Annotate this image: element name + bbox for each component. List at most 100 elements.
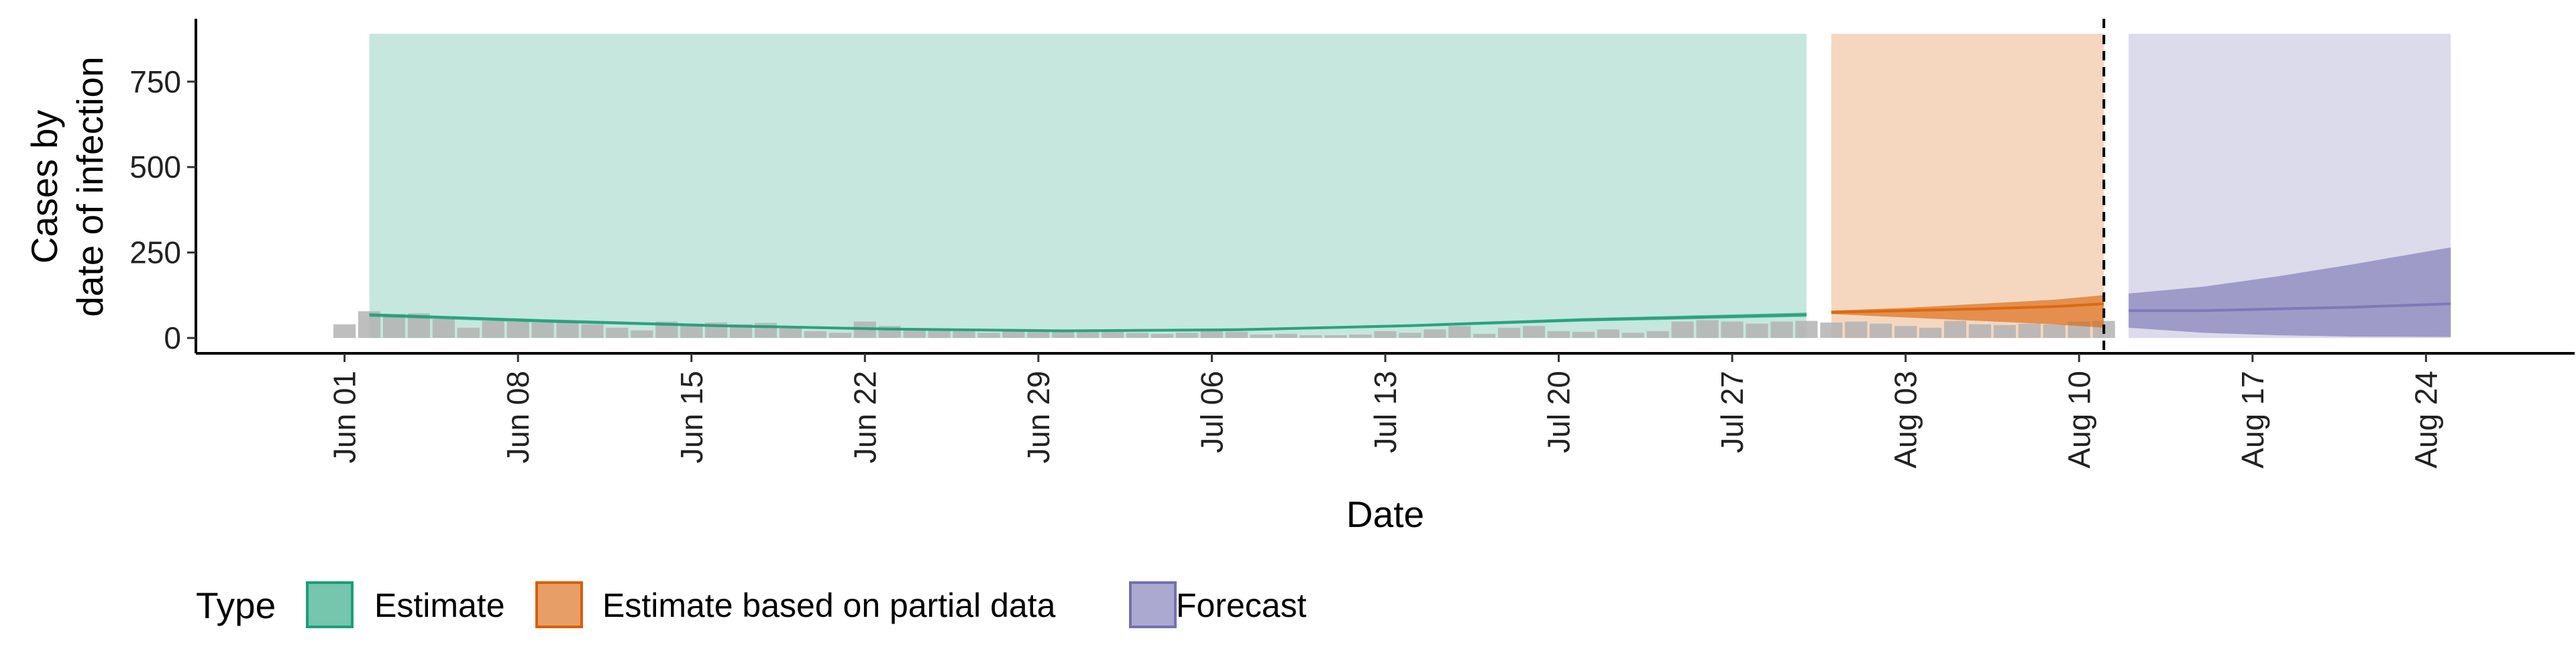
observed-bar: [432, 319, 455, 338]
x-tick-label: Aug 03: [1888, 371, 1923, 469]
observed-bar: [1993, 325, 2016, 339]
observed-bar: [1968, 324, 1992, 339]
x-tick-label: Aug 17: [2235, 371, 2270, 469]
inner-band-1: [1831, 295, 2104, 328]
x-tick-label: Jun 22: [847, 371, 882, 463]
observed-bar: [1052, 330, 1075, 338]
x-tick-label: Aug 10: [2061, 371, 2096, 469]
legend-label-0: Estimate: [374, 587, 505, 624]
observed-bar: [1721, 321, 1743, 339]
x-tick-label: Jul 20: [1542, 371, 1576, 453]
observed-bar: [606, 327, 629, 339]
observed-bar: [457, 327, 480, 339]
observed-bar: [1150, 333, 1174, 338]
observed-bar: [1498, 327, 1521, 339]
legend-label-1: Estimate based on partial data: [602, 587, 1056, 624]
observed-bar: [333, 324, 356, 339]
estimate-bands-layer: [369, 34, 2451, 339]
observed-bar: [1077, 331, 1099, 339]
observed-bar: [953, 331, 975, 339]
observed-bar: [1621, 333, 1644, 338]
x-tick-label: Jun 01: [327, 371, 362, 463]
observed-bar: [1919, 327, 1942, 339]
observed-bar: [1943, 320, 1967, 339]
observed-bar: [1820, 322, 1843, 338]
y-axis-title: Cases by date of infection: [23, 56, 111, 316]
observed-bar: [2043, 324, 2065, 339]
observed-bar: [1894, 326, 1917, 338]
outer-band-0: [369, 34, 1807, 339]
observed-bar: [1225, 331, 1248, 339]
observed-bar: [531, 322, 554, 338]
observed-bar: [556, 320, 579, 339]
observed-bar: [1424, 329, 1446, 338]
inner-bands-layer: [369, 247, 2451, 337]
observed-bar: [903, 328, 926, 339]
observed-bar: [506, 321, 529, 339]
observed-bar: [2018, 323, 2041, 339]
observed-bar: [1572, 331, 1595, 339]
median-line-0: [369, 313, 1807, 333]
observed-bar: [680, 323, 703, 339]
observed-bar: [730, 324, 753, 339]
x-tick-label: Jun 08: [500, 371, 535, 463]
y-axis-title-line: Cases by: [23, 109, 65, 263]
y-tick-label: 0: [164, 320, 181, 355]
legend-title: Type: [196, 585, 276, 626]
observed-bar: [1547, 331, 1570, 339]
median-line-2: [2129, 302, 2451, 312]
axes-layer: 0 250 500 750 Jun 01 Jun 08 Jun 15 Jun 22 Jun 29…: [23, 19, 2575, 535]
legend-key-2: [1129, 581, 1177, 628]
observed-bar: [977, 333, 1000, 338]
y-tick-label: 750: [129, 64, 181, 99]
observed-bar: [1175, 333, 1199, 338]
observed-bar: [482, 320, 504, 339]
median-line-1: [1831, 302, 2104, 314]
observed-bars-layer: [333, 311, 2115, 339]
x-tick-label: Jul 13: [1368, 371, 1403, 453]
observed-bar: [779, 328, 802, 339]
inner-band-2: [2129, 247, 2451, 337]
legend: Type Estimate Estimate based on partial da…: [196, 581, 1307, 628]
observed-bar: [1200, 331, 1223, 339]
x-tick-label: Jun 15: [674, 371, 709, 463]
observed-bar: [1746, 323, 1768, 339]
x-axis-title: Date: [1346, 493, 1424, 535]
observed-bar: [804, 331, 826, 339]
legend-label-2: Forecast: [1176, 587, 1307, 624]
observed-bar: [1671, 321, 1694, 339]
observed-bar: [581, 324, 604, 339]
observed-bar: [1448, 326, 1471, 338]
legend-key-0: [306, 581, 354, 628]
outer-band-1: [1831, 34, 2104, 339]
y-tick-label: 250: [129, 235, 181, 270]
observed-bar: [1770, 321, 1793, 339]
observed-bar: [382, 314, 406, 339]
observed-bar: [1250, 335, 1273, 339]
observed-bar: [1374, 331, 1397, 339]
x-tick-label: Aug 24: [2408, 371, 2443, 469]
observed-bar: [1126, 333, 1149, 338]
observed-bar: [828, 333, 851, 338]
observed-bar: [1870, 323, 1892, 339]
observed-bar: [1399, 333, 1421, 338]
observed-bar: [1027, 331, 1050, 339]
observed-bar: [1324, 335, 1347, 339]
legend-key-1: [535, 581, 583, 628]
observed-bar: [1646, 331, 1669, 339]
observed-bar: [1696, 320, 1719, 339]
observed-bar: [1275, 333, 1297, 338]
observed-bar: [1795, 320, 1818, 339]
observed-bar: [1597, 329, 1619, 338]
x-tick-label: Jul 27: [1715, 371, 1750, 453]
observed-bar: [1349, 335, 1372, 339]
observed-bar: [1102, 331, 1124, 339]
observed-bar: [631, 330, 653, 338]
x-tick-label: Jul 06: [1194, 371, 1229, 453]
x-tick-label: Jun 29: [1021, 371, 1056, 463]
observed-bar: [1473, 333, 1496, 338]
observed-bar: [1299, 335, 1322, 339]
observed-bar: [1845, 321, 1868, 339]
